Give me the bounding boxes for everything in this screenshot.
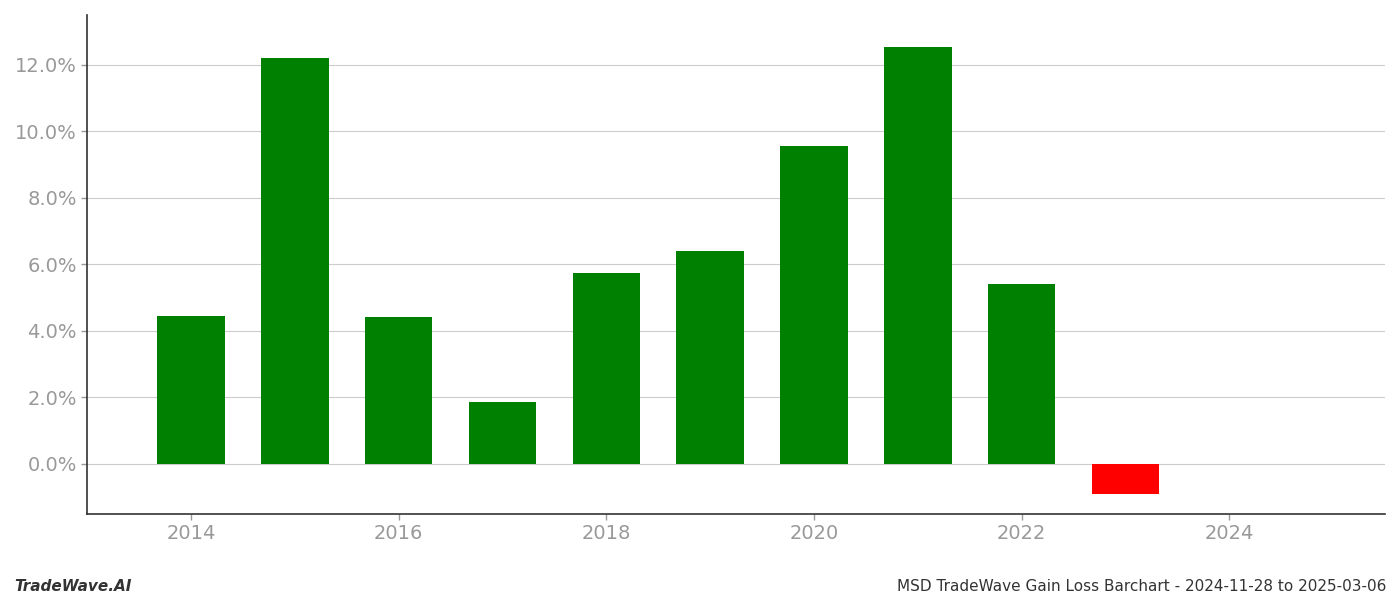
Bar — [157, 316, 225, 464]
Bar — [1092, 464, 1159, 494]
Bar — [469, 402, 536, 464]
Bar — [883, 47, 952, 464]
Bar — [262, 58, 329, 464]
Text: MSD TradeWave Gain Loss Barchart - 2024-11-28 to 2025-03-06: MSD TradeWave Gain Loss Barchart - 2024-… — [896, 579, 1386, 594]
Bar — [988, 284, 1056, 464]
Text: TradeWave.AI: TradeWave.AI — [14, 579, 132, 594]
Bar — [676, 251, 743, 464]
Bar — [780, 146, 848, 464]
Bar — [573, 272, 640, 464]
Bar — [365, 317, 433, 464]
